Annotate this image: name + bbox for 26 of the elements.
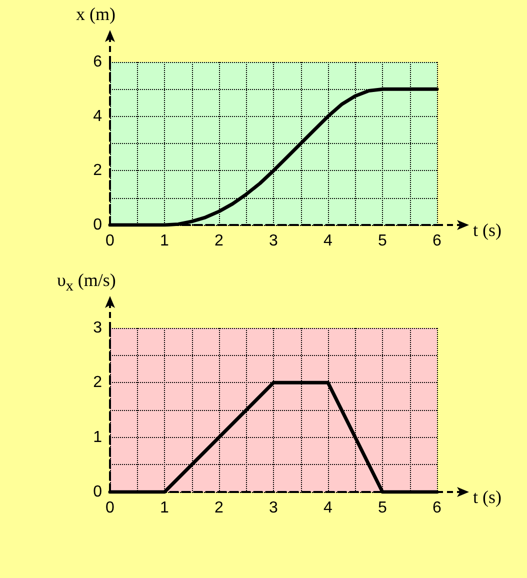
x-tick-label: 0 [106,232,115,250]
x-tick-label: 2 [214,500,224,516]
x-tick-label: 4 [324,500,333,516]
x-tick-label: 1 [160,500,170,516]
x-tick-label: 0 [106,500,115,516]
x-axis-title: t (s) [473,220,502,240]
x-tick-label: 3 [269,232,278,250]
y-tick-label: 0 [93,484,102,500]
y-tick-label: 2 [93,162,102,180]
y-axis-title: υ$_{x}$ (m/s) [57,270,116,297]
x-tick-label: 6 [432,500,442,516]
x-tick-label: 3 [269,500,278,516]
x-tick-label: 1 [160,232,170,250]
y-axis-title: x (m) [76,4,116,24]
y-tick-label: 4 [93,108,102,125]
x-tick-label: 6 [432,232,442,250]
x-tick-label: 4 [324,232,333,250]
x-tick-label: 2 [214,232,224,250]
y-tick-label: 0 [93,216,102,234]
x-tick-label: 5 [378,500,388,516]
y-tick-label: 1 [93,428,102,446]
x-axis-title: t (s) [473,487,502,507]
y-tick-label: 2 [93,374,102,392]
x-tick-label: 5 [378,232,388,250]
y-tick-label: 3 [93,320,102,336]
y-tick-label: 6 [93,54,102,70]
